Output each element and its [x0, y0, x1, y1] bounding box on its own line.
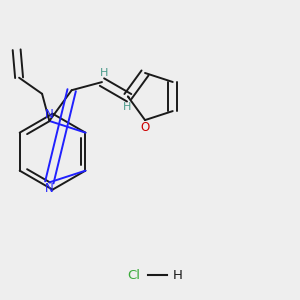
Text: H: H	[123, 102, 132, 112]
Text: H: H	[99, 68, 108, 78]
Text: N: N	[45, 182, 54, 196]
Text: Cl: Cl	[127, 269, 140, 282]
Text: N: N	[45, 108, 54, 121]
Text: H: H	[173, 269, 183, 282]
Text: O: O	[140, 121, 150, 134]
